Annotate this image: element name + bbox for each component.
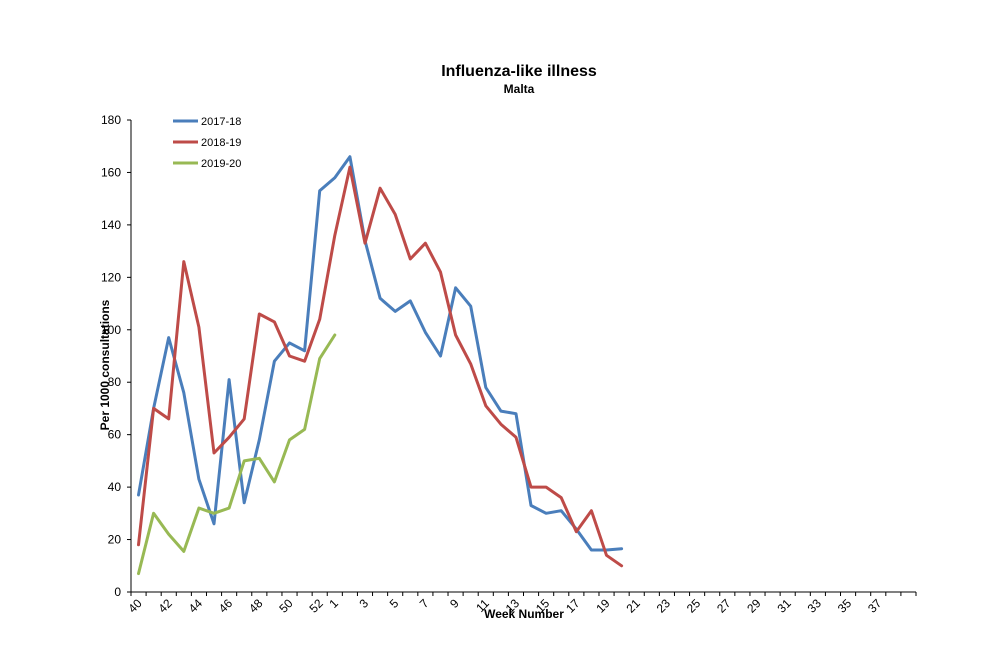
x-axis-label: Week Number	[484, 607, 564, 621]
series-line-2019-20	[137, 333, 337, 576]
y-tick-label: 140	[101, 218, 121, 232]
legend-label: 2017-18	[201, 116, 241, 128]
x-tick-label: 35	[835, 596, 855, 616]
x-tick-label: 44	[186, 596, 206, 616]
x-tick-label: 5	[387, 596, 402, 611]
x-tick-label: 7	[417, 596, 432, 611]
x-tick-label: 31	[774, 596, 794, 616]
series-line-2017-18	[137, 155, 624, 552]
chart-title: Influenza-like illness	[441, 63, 597, 80]
legend: 2017-18 2018-19 2019-20	[173, 116, 241, 170]
x-tick-label: 33	[805, 596, 825, 616]
chart-subtitle: Malta	[504, 82, 535, 96]
legend-label: 2019-20	[201, 158, 241, 170]
x-tick-label: 48	[246, 596, 266, 616]
x-tick-label: 21	[623, 596, 643, 616]
y-tick-label: 80	[108, 375, 122, 389]
y-tick-label: 120	[101, 270, 121, 284]
y-tick-label: 180	[101, 113, 121, 127]
series-lines	[137, 155, 624, 576]
x-tick-label: 1	[326, 596, 341, 611]
y-tick-label: 100	[101, 323, 121, 337]
series-line-2018-19	[137, 165, 624, 568]
x-tick-label: 52	[306, 596, 326, 616]
x-tick-label: 3	[356, 596, 371, 611]
y-tick-label: 20	[108, 533, 122, 547]
x-tick-label: 37	[865, 596, 885, 616]
x-tick-label: 25	[684, 596, 704, 616]
x-tick-label: 23	[654, 596, 674, 616]
y-tick-label: 160	[101, 165, 121, 179]
x-tick-label: 50	[276, 596, 296, 616]
x-tick-label: 19	[593, 596, 613, 616]
x-tick-label: 27	[714, 596, 734, 616]
x-tick-label: 40	[125, 596, 145, 616]
y-tick-label: 40	[108, 480, 122, 494]
legend-label: 2018-19	[201, 137, 241, 149]
x-tick-label: 42	[156, 596, 176, 616]
x-tick-label: 29	[744, 596, 764, 616]
y-tick-label: 0	[114, 585, 121, 599]
y-tick-label: 60	[108, 428, 122, 442]
x-tick-label: 17	[563, 596, 583, 616]
x-tick-label: 9	[447, 596, 462, 611]
y-axis-label: Per 1000 consultations	[98, 299, 112, 430]
x-tick-label: 46	[216, 596, 236, 616]
